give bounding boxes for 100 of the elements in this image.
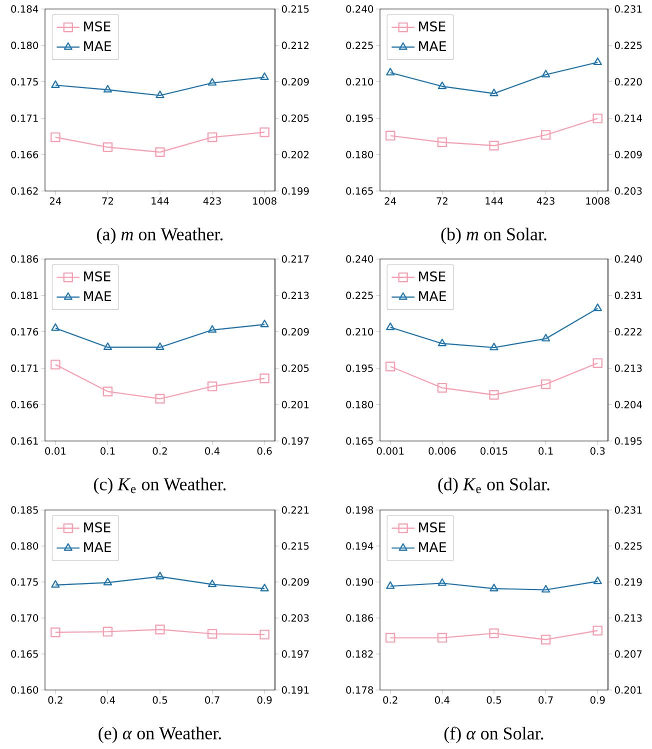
y-tick-label: 0.170 [11, 614, 38, 622]
y-tick-label: 0.178 [346, 686, 374, 694]
y2-tick-label: 0.222 [614, 328, 642, 336]
x-tick-label: 0.3 [590, 447, 605, 455]
point [490, 88, 498, 96]
point [542, 70, 550, 78]
legend-label: MSE [419, 21, 446, 32]
y-tick-label: 0.195 [346, 114, 373, 122]
x-tick-label: 144 [152, 197, 169, 204]
y-tick-label: 0.184 [11, 5, 38, 13]
x-tick-label: 0.5 [152, 696, 167, 704]
x-tick-label: 1008 [253, 197, 276, 205]
y-tick-label: 0.171 [11, 364, 38, 372]
point [51, 80, 60, 88]
point [51, 323, 60, 331]
y2-tick-label: 0.197 [282, 650, 309, 658]
point [103, 342, 112, 350]
x-tick-label: 423 [536, 197, 554, 205]
y2-tick-label: 0.213 [282, 292, 309, 300]
point [155, 394, 165, 404]
legend-label: MAE [419, 291, 446, 302]
x-tick-label: 0.9 [257, 696, 272, 704]
y2-tick-label: 0.209 [282, 578, 309, 586]
point [385, 130, 396, 141]
legend-label: MAE [84, 41, 111, 52]
point [207, 382, 218, 392]
point [540, 130, 551, 140]
y-tick-label: 0.180 [11, 42, 38, 50]
y2-tick-label: 0.209 [282, 78, 309, 86]
point [540, 379, 551, 390]
x-tick-label: 0.006 [428, 447, 456, 455]
x-tick-label: 0.9 [590, 696, 605, 704]
legend-label: MAE [419, 41, 446, 52]
y2-tick-label: 0.225 [614, 542, 642, 550]
point [156, 572, 164, 580]
point [542, 584, 550, 593]
point [103, 84, 112, 92]
y2-tick-label: 0.209 [614, 150, 642, 158]
y-tick-label: 0.186 [11, 255, 38, 263]
y-tick-label: 0.175 [11, 78, 38, 86]
y-tick-label: 0.185 [11, 506, 38, 514]
y-tick-label: 0.166 [11, 150, 38, 158]
point [50, 132, 60, 142]
y2-tick-label: 0.240 [614, 255, 642, 263]
point [386, 581, 395, 589]
y2-tick-label: 0.205 [282, 114, 309, 122]
point [50, 360, 60, 370]
point [593, 303, 602, 312]
legend-label: MSE [419, 271, 446, 282]
point [103, 578, 112, 586]
x-tick-label: 0.001 [376, 447, 404, 455]
legend-label: MSE [84, 271, 110, 282]
y2-tick-label: 0.203 [614, 187, 642, 195]
x-tick-label: 0.01 [45, 447, 66, 455]
x-tick-label: 0.7 [205, 696, 220, 704]
point [489, 628, 499, 638]
point [489, 390, 499, 400]
y-tick-label: 0.186 [346, 614, 374, 622]
x-tick-label: 423 [203, 197, 221, 205]
y-tick-label: 0.198 [346, 506, 374, 514]
text: (c) K$_{e}$ on Weather. [94, 478, 226, 494]
y-tick-label: 0.225 [346, 42, 373, 50]
y2-tick-label: 0.201 [614, 686, 642, 694]
point [260, 374, 270, 384]
y-tick-label: 0.176 [11, 328, 38, 336]
x-tick-label: 0.2 [152, 447, 167, 455]
y-tick-label: 0.180 [11, 542, 38, 550]
point [438, 338, 446, 346]
point [260, 72, 269, 80]
y-tick-label: 0.210 [346, 78, 374, 86]
point [260, 320, 269, 328]
x-tick-label: 0.1 [100, 447, 115, 455]
y2-tick-label: 0.219 [614, 578, 642, 586]
y2-tick-label: 0.215 [282, 5, 309, 13]
y2-tick-label: 0.215 [282, 542, 309, 550]
y-tick-label: 0.165 [346, 187, 373, 195]
y2-tick-label: 0.195 [614, 437, 642, 445]
y-tick-label: 0.195 [346, 364, 373, 372]
y2-tick-label: 0.231 [614, 5, 642, 13]
y-tick-label: 0.194 [346, 542, 374, 550]
text: (a) m on Weather. [97, 228, 223, 244]
point [260, 127, 270, 138]
point [592, 626, 602, 636]
y-tick-label: 0.171 [11, 114, 38, 122]
x-tick-label: 144 [486, 197, 503, 204]
x-tick-label: 24 [384, 197, 396, 205]
y2-tick-label: 0.199 [282, 187, 309, 195]
y-tick-label: 0.160 [11, 686, 38, 694]
x-tick-label: 72 [102, 197, 114, 205]
y2-tick-label: 0.204 [614, 400, 642, 408]
point [489, 140, 499, 150]
text: (e) α on Weather. [98, 726, 221, 744]
y-tick-label: 0.162 [11, 187, 38, 195]
y2-tick-label: 0.220 [614, 78, 642, 86]
legend-label: MSE [84, 522, 110, 532]
y-tick-label: 0.190 [346, 578, 374, 586]
y-tick-label: 0.175 [11, 578, 38, 586]
point [156, 342, 164, 350]
point [385, 362, 396, 372]
y2-tick-label: 0.207 [614, 650, 642, 658]
